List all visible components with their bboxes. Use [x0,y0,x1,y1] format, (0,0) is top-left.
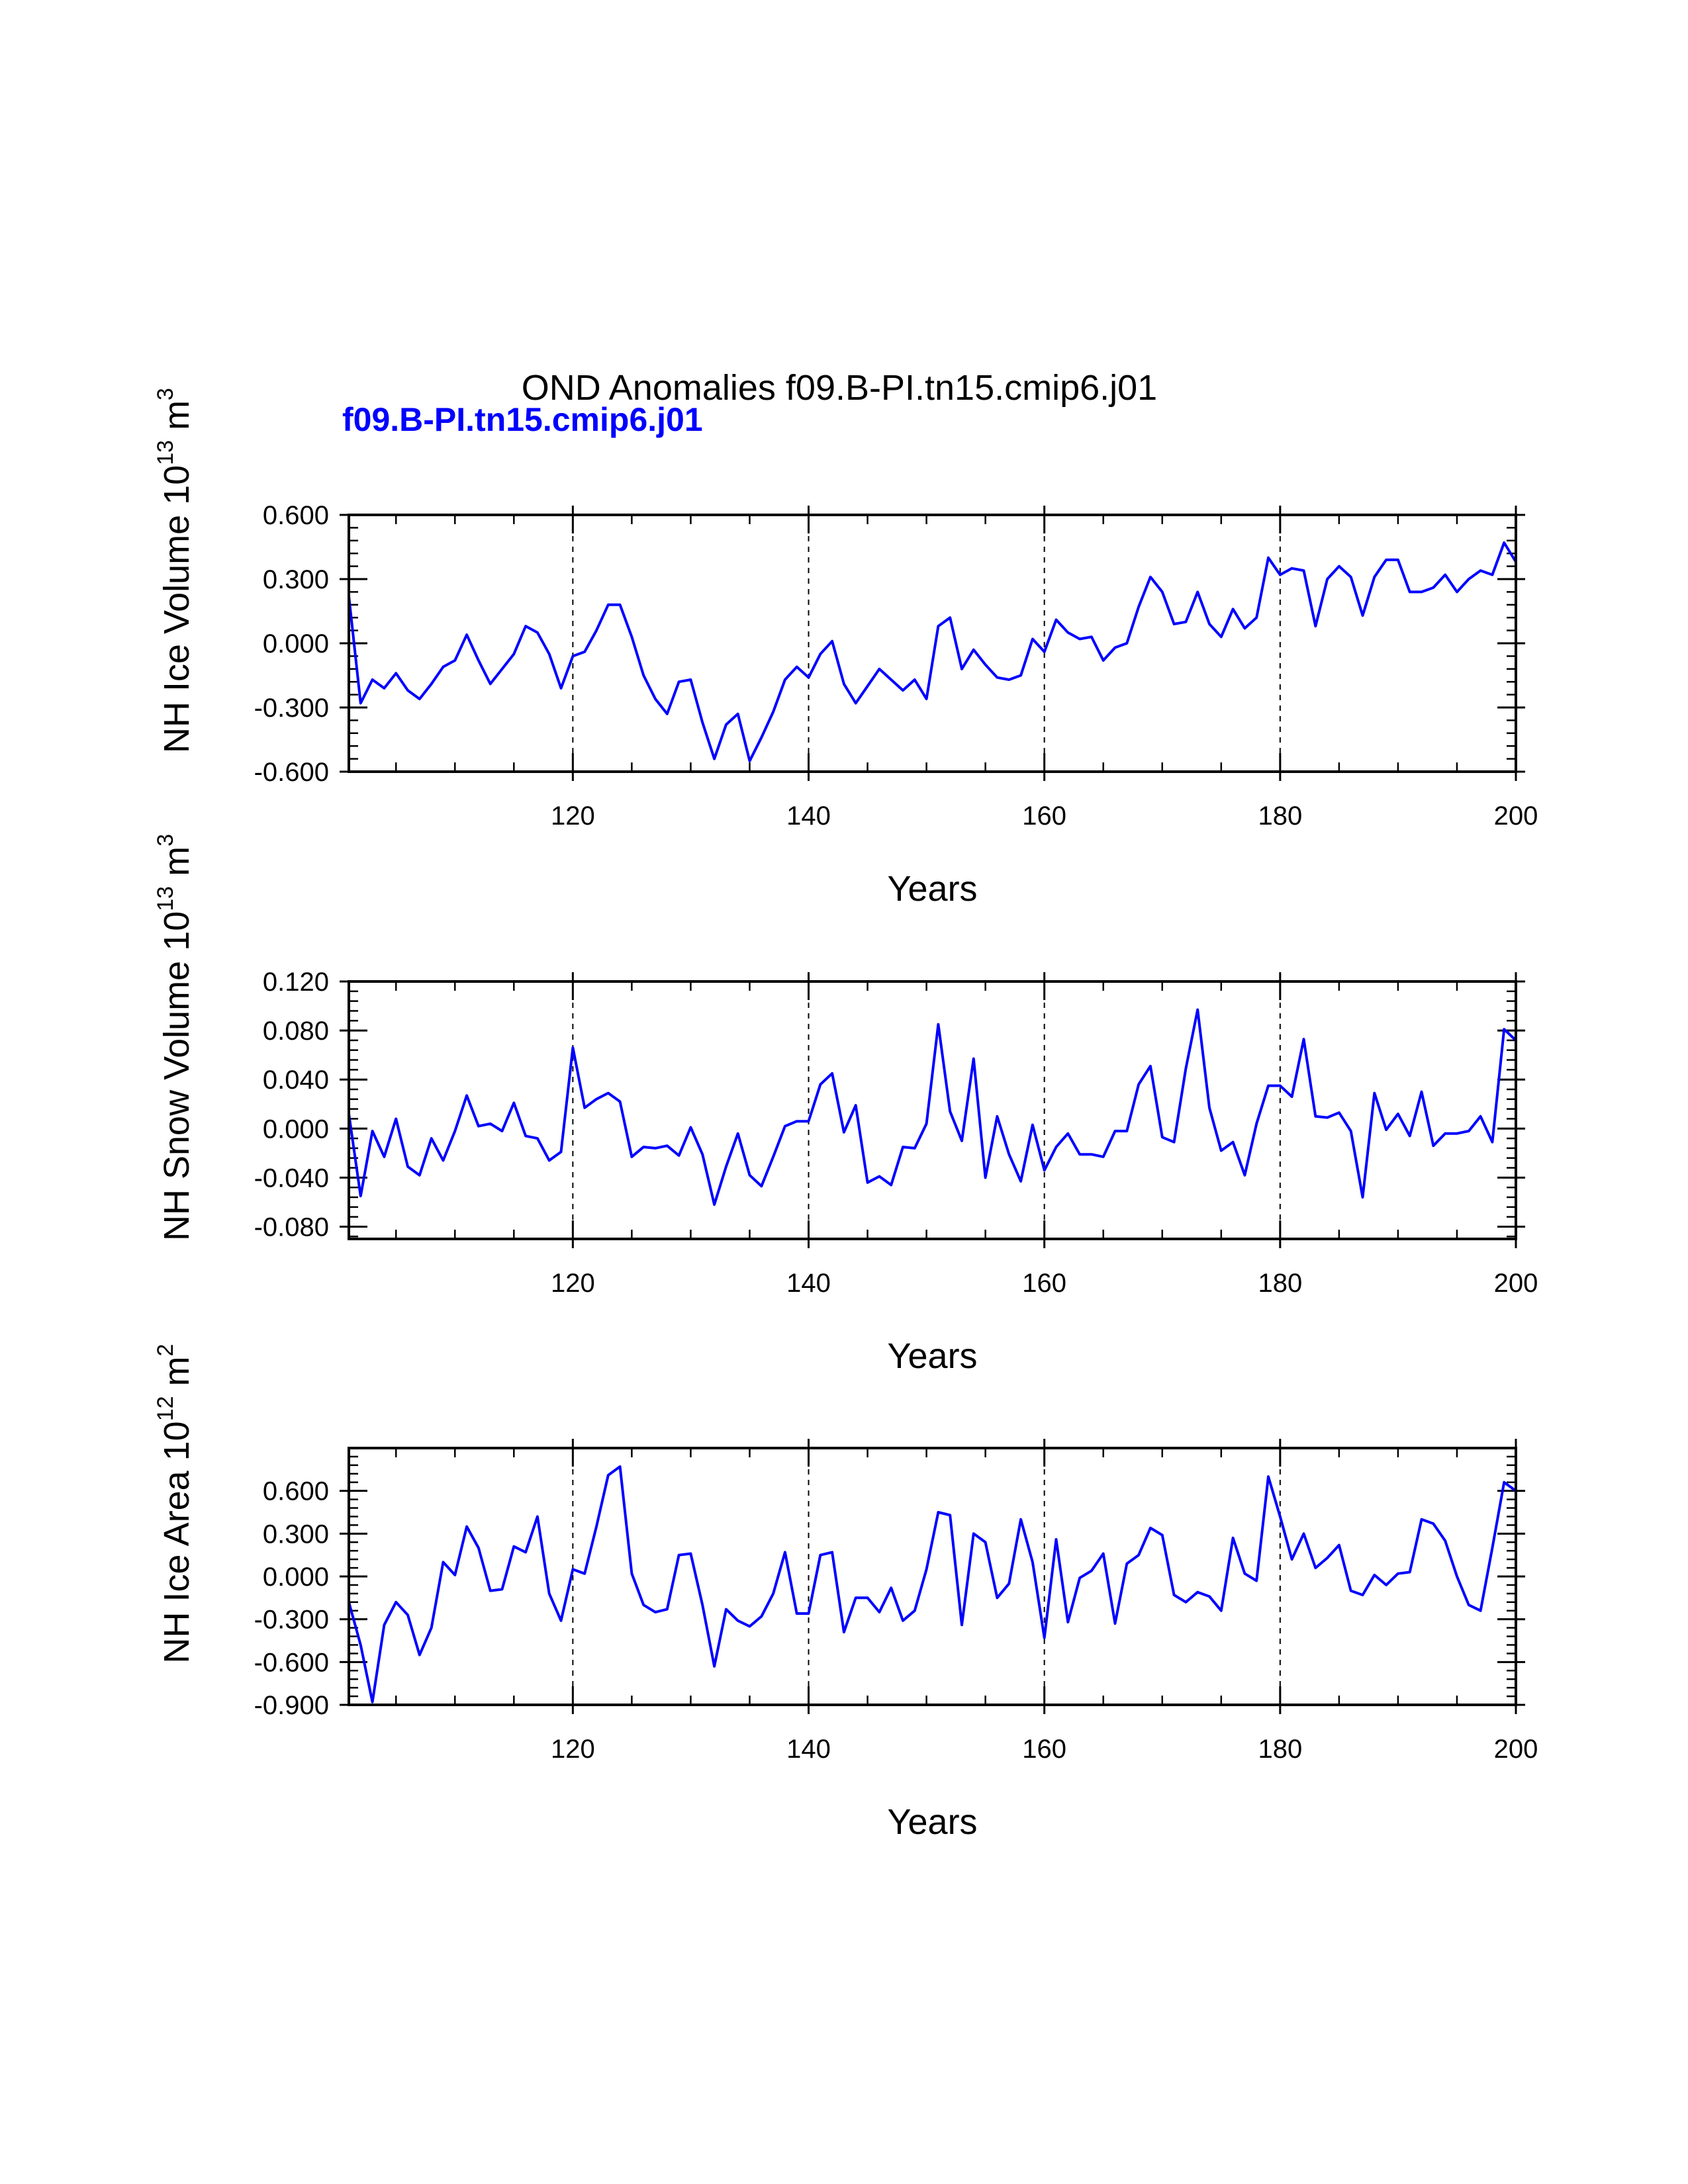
y-axis-label: NH Ice Area 1012 m2 [153,1344,197,1664]
series-line [348,1008,1517,1206]
series-line [348,1465,1517,1704]
y-axis-label-main: NH Snow Volume 10 [157,911,197,1241]
x-tick-label: 160 [1022,1735,1066,1764]
y-axis-label-unit: m [157,1356,197,1396]
x-tick-label: 200 [1494,1735,1538,1764]
y-tick-label: 0.080 [263,1017,329,1046]
y-tick-label: -0.040 [254,1163,329,1193]
figure-title: OND Anomalies f09.B-PI.tn15.cmip6.j01 [522,368,1157,408]
x-tick-label: 200 [1494,1269,1538,1298]
y-axis-label-main: NH Ice Area 10 [157,1421,197,1663]
x-tick-label: 200 [1494,801,1538,831]
y-tick-label: 0.040 [263,1066,329,1095]
y-axis-label: NH Snow Volume 1013 m3 [153,834,197,1241]
x-tick-label: 140 [786,1269,831,1298]
y-axis-label-unit: m [157,846,197,886]
y-tick-label: -0.300 [254,1606,329,1635]
x-tick-label: 160 [1022,1269,1066,1298]
y-axis-label-exp: 13 [153,886,178,911]
y-tick-label: 0.000 [263,629,329,659]
x-axis-label: Years [887,1802,977,1842]
x-tick-label: 140 [786,1735,831,1764]
y-tick-label: -0.600 [254,1648,329,1677]
series-line [348,541,1517,762]
panel-snow-volume: 120 140 160 180 200 -0.080 -0.040 0.000 0.040 0.0… [153,834,1538,1376]
y-tick-label: 0.300 [263,565,329,594]
y-axis-label-main: NH Ice Volume 10 [157,465,197,753]
x-axis-label: Years [887,869,977,909]
y-axis-label-exp: 12 [153,1396,178,1421]
x-tick-label: 120 [551,1269,595,1298]
plot-frame [348,514,1517,773]
x-tick-label: 140 [786,801,831,831]
y-tick-label: 0.000 [263,1563,329,1592]
y-tick-label: 0.600 [263,501,329,530]
y-axis-label-unit-exp: 3 [153,834,178,846]
x-tick-label: 120 [551,1735,595,1764]
x-tick-label: 180 [1258,801,1302,831]
y-axis-label-exp: 13 [153,440,178,465]
x-tick-label: 120 [551,801,595,831]
y-axis-label-unit-exp: 3 [153,388,178,400]
x-tick-label: 180 [1258,1735,1302,1764]
x-tick-label: 160 [1022,801,1066,831]
plot-frame [348,980,1517,1240]
y-tick-label: 0.000 [263,1115,329,1144]
panel-ice-volume: 120 140 160 180 200 -0.600 -0.300 0.000 0.300 0.6… [153,388,1538,909]
y-tick-label: -0.600 [254,758,329,787]
x-axis-label: Years [887,1336,977,1376]
plot-frame [348,1447,1517,1706]
y-tick-label: -0.080 [254,1212,329,1242]
y-tick-label: -0.300 [254,694,329,723]
y-axis-label-unit: m [157,400,197,440]
y-axis-label-unit-exp: 2 [153,1344,178,1357]
y-axis-label: NH Ice Volume 1013 m3 [153,388,197,753]
x-tick-label: 180 [1258,1269,1302,1298]
panel-ice-area: 120 140 160 180 200 -0.900 -0.600 -0.300 0.000 0.… [153,1344,1538,1842]
figure-subtitle: f09.B-PI.tn15.cmip6.j01 [342,401,703,438]
y-tick-label: 0.600 [263,1477,329,1506]
y-tick-label: 0.300 [263,1520,329,1549]
y-tick-label: -0.900 [254,1691,329,1720]
y-tick-label: 0.120 [263,968,329,997]
